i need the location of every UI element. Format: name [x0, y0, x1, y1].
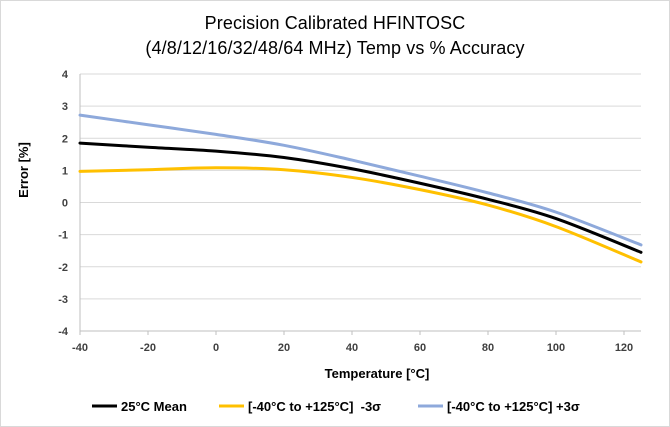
series-line-1 — [78, 166, 643, 264]
x-tick-label: 80 — [482, 342, 494, 354]
chart-title: Precision Calibrated HFINTOSC — [204, 13, 466, 33]
x-tick-label: 120 — [615, 342, 633, 354]
chart-subtitle: (4/8/12/16/32/48/64 MHz) Temp vs % Accur… — [145, 38, 525, 58]
x-axis-label: Temperature [°C] — [325, 366, 430, 381]
x-tick-label: 40 — [346, 342, 358, 354]
x-tick-label: 60 — [414, 342, 426, 354]
y-tick-label: 1 — [62, 165, 68, 177]
legend-label-1: [-40°C to +125°C] -3σ — [248, 399, 381, 414]
y-tick-label: -2 — [58, 262, 68, 274]
x-tick-label: -20 — [140, 342, 156, 354]
x-tick-label: 0 — [213, 342, 219, 354]
x-tick-label: 100 — [547, 342, 565, 354]
y-tick-label: 2 — [62, 133, 68, 145]
y-tick-label: -1 — [58, 230, 68, 242]
x-tick-label: -40 — [72, 342, 88, 354]
y-tick-label: 0 — [62, 198, 68, 210]
y-axis-label: Error [%] — [16, 142, 31, 198]
y-tick-label: -4 — [58, 326, 69, 338]
y-tick-label: 3 — [62, 101, 68, 113]
series-line-2 — [78, 113, 643, 247]
x-tick-label: 20 — [278, 342, 290, 354]
legend-label-0: 25°C Mean — [121, 399, 187, 414]
y-tick-label: -3 — [58, 294, 68, 306]
legend-label-2: [-40°C to +125°C] +3σ — [447, 399, 580, 414]
y-tick-label: 4 — [62, 69, 69, 81]
series-line-0 — [78, 141, 643, 254]
